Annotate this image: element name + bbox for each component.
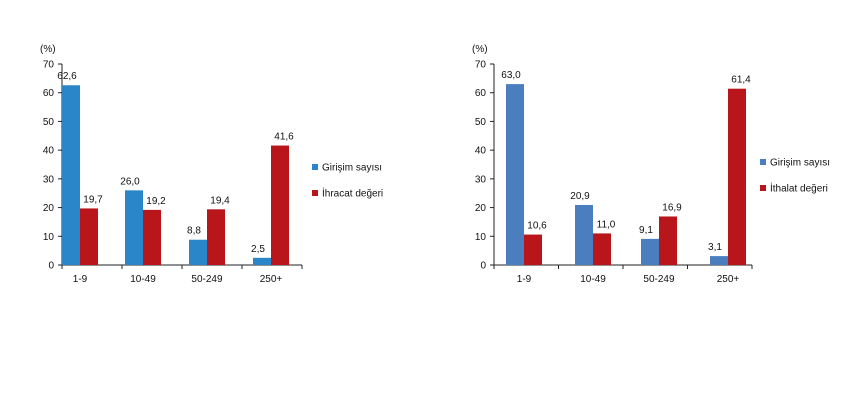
bar-girisim — [506, 84, 524, 265]
chart-2: (%) 0 10 20 30 40 50 60 70 63,0 10,6 1-9 20,9 11,0 10-… — [472, 44, 830, 285]
legend-swatch — [312, 190, 318, 196]
y-tick-label: 50 — [475, 117, 487, 128]
bar-value-label: 10,6 — [527, 221, 547, 232]
legend-swatch — [312, 164, 318, 170]
x-category-label: 250+ — [717, 274, 740, 285]
x-category-label: 250+ — [260, 274, 283, 285]
y-tick-label: 10 — [43, 232, 55, 243]
bar-girisim — [710, 256, 728, 265]
bar-deger — [524, 234, 542, 265]
x-category-label: 10-49 — [130, 274, 156, 285]
y-tick-label: 30 — [475, 174, 487, 185]
bar-value-label: 19,7 — [83, 194, 103, 205]
y-tick-label: 50 — [43, 117, 55, 128]
y-tick-label: 70 — [475, 60, 487, 71]
bar-value-label: 11,0 — [597, 219, 616, 230]
x-category-label: 1-9 — [517, 274, 532, 285]
bar-deger — [143, 209, 161, 265]
y-tick-label: 60 — [475, 88, 487, 99]
bar-value-label: 19,2 — [146, 196, 166, 207]
bar-value-label: 20,9 — [570, 191, 590, 202]
bar-girisim — [575, 204, 593, 265]
bar-value-label: 8,8 — [187, 226, 201, 237]
bar-deger — [728, 88, 746, 266]
bar-value-label: 63,0 — [501, 70, 521, 81]
y-tick-label: 0 — [48, 261, 54, 272]
bar-deger — [207, 209, 225, 265]
bar-girisim — [62, 85, 80, 266]
y-tick-label: 20 — [475, 203, 487, 214]
bar-girisim — [125, 190, 143, 265]
x-category-label: 1-9 — [73, 274, 88, 285]
y-tick-label: 40 — [43, 146, 55, 157]
x-category-label: 50-249 — [643, 274, 675, 285]
bar-value-label: 9,1 — [639, 225, 653, 236]
bar-value-label: 41,6 — [274, 132, 294, 143]
bar-value-label: 3,1 — [708, 242, 722, 253]
bar-deger — [659, 216, 677, 265]
bar-value-label: 2,5 — [251, 244, 265, 255]
bar-value-label: 19,4 — [210, 195, 230, 206]
bar-deger — [593, 233, 611, 265]
y-tick-label: 0 — [480, 261, 486, 272]
y-tick-label: 70 — [43, 60, 55, 71]
y-tick-label: 60 — [43, 88, 55, 99]
bar-value-label: 61,4 — [731, 75, 751, 86]
bar-girisim — [189, 239, 207, 265]
y-axis-label: (%) — [472, 44, 488, 55]
y-tick-label: 20 — [43, 203, 55, 214]
legend-label: Girişim sayısı — [770, 158, 830, 169]
bar-deger — [80, 208, 98, 265]
bar-value-label: 62,6 — [57, 71, 77, 82]
bar-girisim — [253, 257, 271, 265]
legend-label: İthalat değeri — [770, 182, 828, 195]
bar-value-label: 26,0 — [120, 176, 140, 187]
bar-girisim — [641, 238, 659, 265]
y-tick-label: 40 — [475, 146, 487, 157]
y-tick-label: 10 — [475, 232, 487, 243]
x-category-label: 50-249 — [191, 274, 223, 285]
bar-deger — [271, 145, 289, 265]
y-axis-label: (%) — [40, 44, 56, 55]
y-tick-label: 30 — [43, 174, 55, 185]
legend-swatch — [760, 159, 766, 165]
legend-label: İhracat değeri — [322, 187, 383, 200]
legend-swatch — [760, 185, 766, 191]
legend-label: Girişim sayısı — [322, 163, 382, 174]
x-category-label: 10-49 — [580, 274, 606, 285]
bar-value-label: 16,9 — [662, 202, 682, 213]
